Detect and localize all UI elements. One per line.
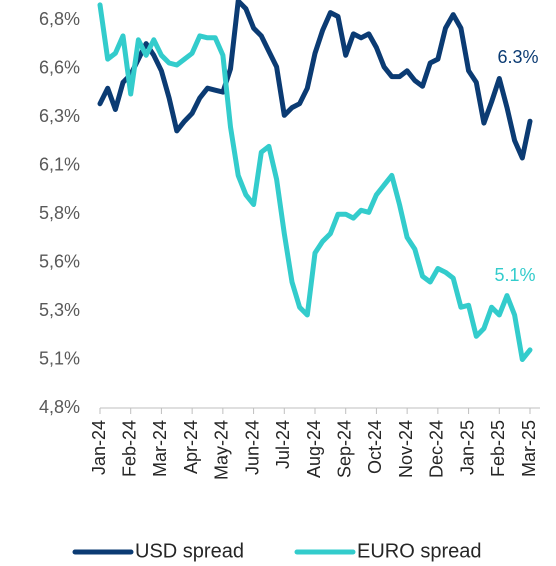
x-tick-label: Jan-25 <box>457 420 477 475</box>
annotation: 6.3% <box>497 47 538 67</box>
x-tick-label: Jan-24 <box>89 420 109 475</box>
x-tick-label: Mar-25 <box>519 420 539 477</box>
y-tick-label: 4,8% <box>39 397 80 417</box>
x-tick-label: May-24 <box>212 420 232 480</box>
y-tick-label: 6,3% <box>39 106 80 126</box>
x-tick-label: Feb-24 <box>119 420 139 477</box>
x-tick-label: Apr-24 <box>181 420 201 474</box>
legend-label: EURO spread <box>357 540 482 562</box>
x-tick-label: Jun-24 <box>242 420 262 475</box>
x-tick-label: Dec-24 <box>427 420 447 478</box>
y-tick-label: 6,8% <box>39 9 80 29</box>
y-tick-label: 5,3% <box>39 300 80 320</box>
x-tick-label: Aug-24 <box>304 420 324 478</box>
legend-label: USD spread <box>135 540 244 562</box>
y-tick-label: 6,6% <box>39 58 80 78</box>
series-line <box>97 0 533 161</box>
annotation: 5.1% <box>494 265 535 285</box>
x-tick-label: Jul-24 <box>273 420 293 469</box>
y-tick-label: 5,1% <box>39 348 80 368</box>
x-tick-label: Nov-24 <box>396 420 416 478</box>
series-line <box>97 2 533 362</box>
x-tick-label: Sep-24 <box>334 420 354 478</box>
y-tick-label: 5,8% <box>39 203 80 223</box>
x-tick-label: Mar-24 <box>150 420 170 477</box>
y-tick-label: 5,6% <box>39 251 80 271</box>
y-tick-label: 6,1% <box>39 154 80 174</box>
x-tick-label: Feb-25 <box>488 420 508 477</box>
x-tick-label: Oct-24 <box>365 420 385 474</box>
